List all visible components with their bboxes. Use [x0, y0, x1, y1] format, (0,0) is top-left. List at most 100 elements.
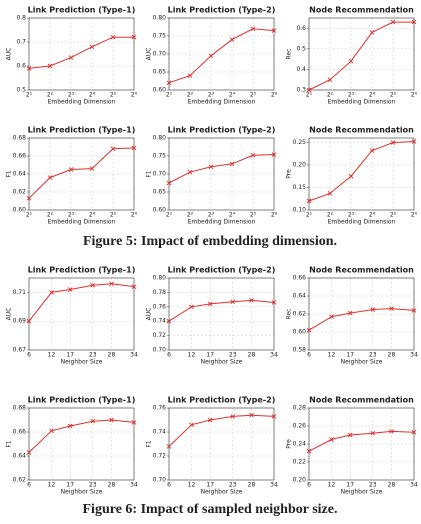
marker [389, 429, 394, 434]
x-tick-label: 12 [328, 482, 336, 489]
y-tick-label: 0.8 [16, 15, 26, 22]
y-axis-label: F1 [6, 440, 13, 447]
y-tick-label: 0.62 [293, 311, 307, 318]
x-tick-label: 2¹ [26, 212, 33, 219]
x-tick-label: 28 [388, 352, 396, 359]
marker [109, 281, 114, 287]
marker [90, 418, 96, 424]
x-tick-label: 2³ [208, 92, 215, 99]
plot-frame [308, 17, 415, 91]
marker [327, 191, 333, 196]
plot-frame [168, 277, 275, 351]
marker [306, 448, 312, 454]
y-tick-label: 0.15 [293, 184, 307, 191]
chart-title: Link Prediction (Type-1) [28, 266, 136, 275]
x-axis-label: Embedding Dimension [188, 219, 256, 226]
y-axis-label: F1 [146, 440, 153, 447]
x-tick-label: 2⁵ [250, 212, 257, 219]
y-tick-label: 0.74 [153, 318, 167, 325]
x-tick-label: 2⁵ [250, 92, 257, 99]
marker [230, 299, 236, 305]
marker [390, 19, 396, 25]
y-tick-label: 0.67 [13, 347, 27, 354]
marker [166, 444, 172, 449]
marker [67, 287, 73, 292]
marker [26, 450, 32, 455]
y-tick-label: 0.60 [153, 207, 167, 214]
x-axis-label: Neighbor Size [201, 359, 243, 366]
x-axis-label: Embedding Dimension [328, 219, 396, 226]
y-tick-label: 0.80 [153, 135, 167, 142]
x-tick-label: 23 [229, 352, 237, 359]
marker [271, 300, 277, 305]
y-tick-label: 0.62 [13, 189, 27, 196]
marker [68, 55, 74, 60]
y-tick-label: 0.64 [13, 453, 27, 460]
x-tick-label: 17 [346, 352, 354, 359]
x-tick-label: 23 [89, 352, 97, 359]
x-tick-label: 12 [188, 352, 196, 359]
x-tick-label: 2² [47, 212, 54, 219]
y-axis-label: AUC [146, 48, 153, 61]
x-tick-label: 2³ [348, 212, 355, 219]
marker [47, 63, 53, 69]
x-tick-label: 23 [229, 482, 237, 489]
x-axis-label: Embedding Dimension [188, 99, 256, 106]
marker [207, 417, 213, 423]
x-tick-label: 2² [187, 92, 194, 99]
line [168, 154, 275, 184]
x-tick-label: 2⁶ [131, 92, 138, 99]
y-tick-label: 0.20 [293, 162, 307, 169]
y-tick-label: 0.6 [16, 63, 26, 70]
y-axis-label: F1 [6, 170, 13, 177]
x-tick-label: 2² [327, 212, 334, 219]
marker [110, 146, 116, 152]
chart-title: Node Recommendation [309, 396, 414, 405]
marker [207, 301, 213, 307]
marker [271, 414, 277, 419]
marker [49, 428, 54, 434]
line [28, 147, 135, 199]
x-tick-label: 2⁴ [229, 212, 236, 219]
plot-frame [168, 137, 275, 211]
x-tick-label: 17 [66, 482, 74, 489]
x-tick-label: 17 [206, 482, 214, 489]
x-tick-label: 23 [89, 482, 97, 489]
chart-title: Node Recommendation [309, 126, 414, 135]
plot-frame [308, 277, 415, 351]
x-tick-label: 2³ [68, 212, 75, 219]
line [28, 36, 134, 69]
y-tick-label: 0.69 [13, 318, 27, 325]
line [28, 419, 135, 453]
y-tick-label: 0.7 [16, 39, 26, 46]
figure-caption: Figure 5: Impact of embedding dimension. [83, 234, 337, 249]
y-axis-label: AUC [6, 308, 13, 321]
y-tick-label: 0.62 [13, 477, 27, 484]
plot-frame [308, 137, 415, 211]
marker [249, 412, 254, 418]
marker [369, 30, 375, 35]
x-tick-label: 2⁵ [390, 92, 397, 99]
y-axis-label: Pre [286, 439, 293, 449]
y-axis-label: Rec [286, 49, 293, 60]
x-tick-label: 2⁶ [271, 212, 278, 219]
x-tick-label: 23 [369, 482, 377, 489]
chart-title: Link Prediction (Type-2) [168, 6, 276, 15]
chart-title: Node Recommendation [309, 6, 414, 15]
x-axis-label: Neighbor Size [201, 489, 243, 496]
line [168, 414, 275, 447]
marker [187, 169, 193, 175]
x-tick-label: 6 [167, 352, 171, 359]
marker [229, 161, 235, 167]
chart-title: Link Prediction (Type-2) [168, 126, 276, 135]
marker [187, 73, 193, 78]
chart-title: Link Prediction (Type-1) [28, 6, 136, 15]
x-tick-label: 6 [307, 352, 311, 359]
y-tick-label: 0.64 [293, 293, 307, 300]
marker [89, 44, 95, 50]
marker [348, 173, 354, 179]
marker [327, 77, 333, 83]
y-tick-label: 0.64 [13, 171, 27, 178]
x-tick-label: 2² [187, 212, 194, 219]
marker [411, 139, 417, 144]
